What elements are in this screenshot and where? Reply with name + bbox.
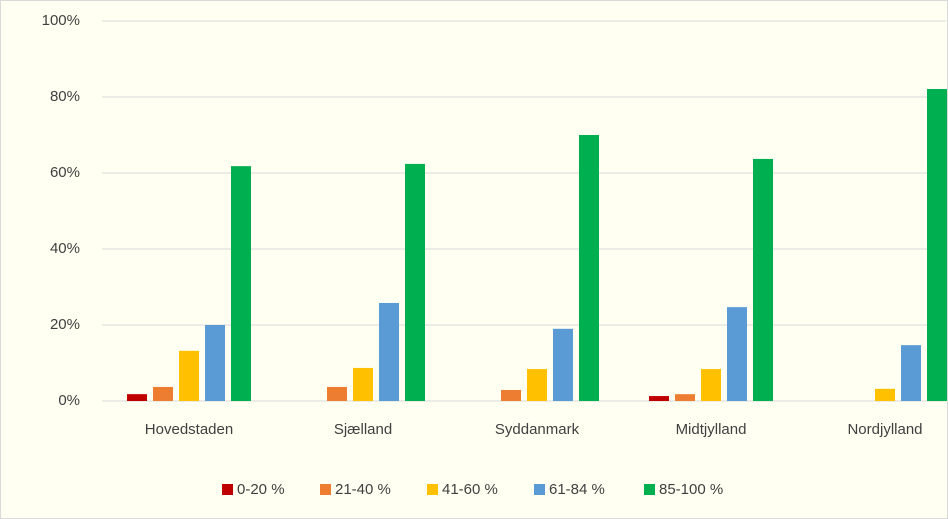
bar <box>649 396 669 401</box>
legend-swatch <box>644 484 655 495</box>
bar <box>753 158 773 401</box>
bar <box>127 394 147 401</box>
y-tick-label: 40% <box>50 240 80 257</box>
y-tick-label: 0% <box>58 392 80 409</box>
bar <box>405 163 425 401</box>
x-tick-label: Syddanmark <box>495 421 580 438</box>
bar <box>527 369 547 401</box>
legend-label: 61-84 % <box>549 481 605 498</box>
legend-label: 0-20 % <box>237 481 285 498</box>
legend-swatch <box>427 484 438 495</box>
bar <box>205 325 225 401</box>
bar <box>501 389 521 401</box>
bar <box>553 328 573 401</box>
bar <box>875 388 895 401</box>
x-tick-label: Hovedstaden <box>145 421 233 438</box>
y-tick-label: 80% <box>50 88 80 105</box>
x-tick-label: Sjælland <box>334 421 392 438</box>
x-tick-label: Nordjylland <box>847 421 922 438</box>
y-tick-label: 100% <box>42 12 80 29</box>
bar <box>179 350 199 401</box>
legend-label: 21-40 % <box>335 481 391 498</box>
y-tick-label: 20% <box>50 316 80 333</box>
bar <box>153 386 173 401</box>
bar <box>379 302 399 401</box>
bar <box>901 345 921 401</box>
x-tick-label: Midtjylland <box>676 421 747 438</box>
bar <box>353 367 373 401</box>
bar <box>675 394 695 401</box>
legend-swatch <box>222 484 233 495</box>
bar <box>727 307 747 401</box>
legend-swatch <box>320 484 331 495</box>
y-tick-label: 60% <box>50 164 80 181</box>
legend-swatch <box>534 484 545 495</box>
bar <box>701 369 721 401</box>
legend-label: 41-60 % <box>442 481 498 498</box>
bar <box>927 89 947 402</box>
bar <box>327 386 347 401</box>
legend-label: 85-100 % <box>659 481 723 498</box>
bar <box>579 135 599 401</box>
bar <box>231 166 251 401</box>
